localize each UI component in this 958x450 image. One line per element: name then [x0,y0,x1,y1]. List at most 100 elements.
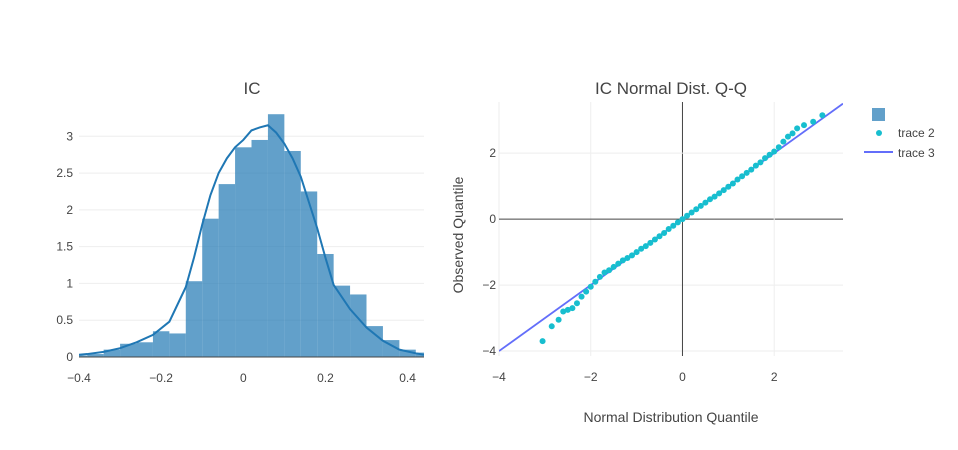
hist-bar [366,326,383,357]
qq-point [725,183,732,190]
legend-label-trace-2: trace 2 [898,126,935,140]
qq-point [633,249,640,256]
qq-point [748,166,755,173]
hist-title: IC [244,79,261,98]
qq-y-tick-label: −2 [482,278,496,292]
hist-x-tick-label: −0.4 [67,371,91,385]
hist-bar [185,281,203,357]
qq-point [801,122,808,129]
hist-y-tick-label: 1 [66,276,73,290]
hist-bar [79,355,88,357]
hist-plot-area [79,114,424,357]
qq-point [592,278,599,285]
qq-point [651,236,658,243]
qq-point [706,196,713,203]
hist-y-tick-label: 3 [66,129,73,143]
qq-point [762,155,769,162]
qq-point [638,245,645,252]
qq-point [670,222,677,229]
qq-y-tick-label: −4 [482,344,496,358]
hist-bar [251,139,268,357]
qq-point [679,216,686,223]
qq-plot-area [499,102,843,352]
hist-bar [399,349,416,357]
hist-bar [350,294,367,357]
hist-kde-curve [79,124,424,356]
hist-x-tick-label: 0.4 [399,371,416,385]
qq-point [610,263,617,270]
qq-point [674,219,681,226]
qq-x-tick-label: 2 [771,370,778,384]
hist-x-tick-label: 0 [240,371,247,385]
qq-point [573,300,580,307]
qq-y-tick-label: 2 [489,146,496,160]
qq-point [729,180,736,187]
qq-x-tick-label: −4 [492,370,506,384]
qq-point [789,130,796,137]
hist-x-tick-label: −0.2 [149,371,173,385]
hist-bar [317,253,334,357]
qq-point [810,118,817,125]
qq-point [794,125,801,132]
qq-point [569,305,576,312]
qq-point [711,193,718,200]
hist-bar [103,349,121,357]
qq-point [629,252,636,259]
qq-point [720,187,727,194]
qq-point [757,159,764,166]
qq-y-tick-label: 0 [489,212,496,226]
qq-point [665,226,672,232]
qq-point [642,243,649,250]
qq-point [693,206,700,213]
qq-point [766,151,773,158]
hist-y-tick-label: 0 [66,350,73,364]
hist-bar [136,342,153,357]
qq-point [752,162,759,169]
qq-point [578,293,585,300]
qq-point [619,257,626,264]
qq-point [684,212,691,219]
qq-point [775,144,782,151]
qq-point [819,112,826,119]
qq-point [560,308,567,315]
hist-bar [267,114,285,357]
qq-point [780,138,787,145]
hist-bar [300,191,318,357]
legend-label-trace-3: trace 3 [898,146,935,160]
qq-point [564,306,571,313]
hist-bar [169,333,186,357]
qq-x-tick-label: 0 [679,370,686,384]
legend-swatch-histogram [872,108,885,121]
qq-point [739,173,746,180]
qq-point [548,323,555,330]
qq-point [716,190,723,197]
qq-point [771,148,778,155]
qq-point [555,316,562,323]
hist-x-tick-label: 0.2 [317,371,334,385]
qq-point [702,199,709,206]
hist-y-tick-label: 2.5 [56,166,73,180]
hist-bar [202,218,219,357]
qq-point [688,209,695,216]
qq-point [743,169,750,176]
hist-bar [152,331,170,357]
qq-point [583,288,590,295]
qq-point [784,133,791,140]
hist-y-tick-label: 2 [66,203,73,217]
legend-swatch-trace-2 [876,130,882,136]
qq-point [601,269,608,276]
qq-title: IC Normal Dist. Q-Q [595,79,747,98]
qq-point [615,260,622,267]
qq-point [596,273,603,280]
hist-bar [284,150,301,357]
qq-point [587,283,594,290]
qq-point [734,176,741,183]
qq-x-axis-label: Normal Distribution Quantile [583,409,758,425]
qq-point [697,202,704,209]
hist-bar [382,340,400,357]
qq-point [647,239,654,246]
hist-bar [87,354,104,357]
hist-y-tick-label: 0.5 [56,313,73,327]
